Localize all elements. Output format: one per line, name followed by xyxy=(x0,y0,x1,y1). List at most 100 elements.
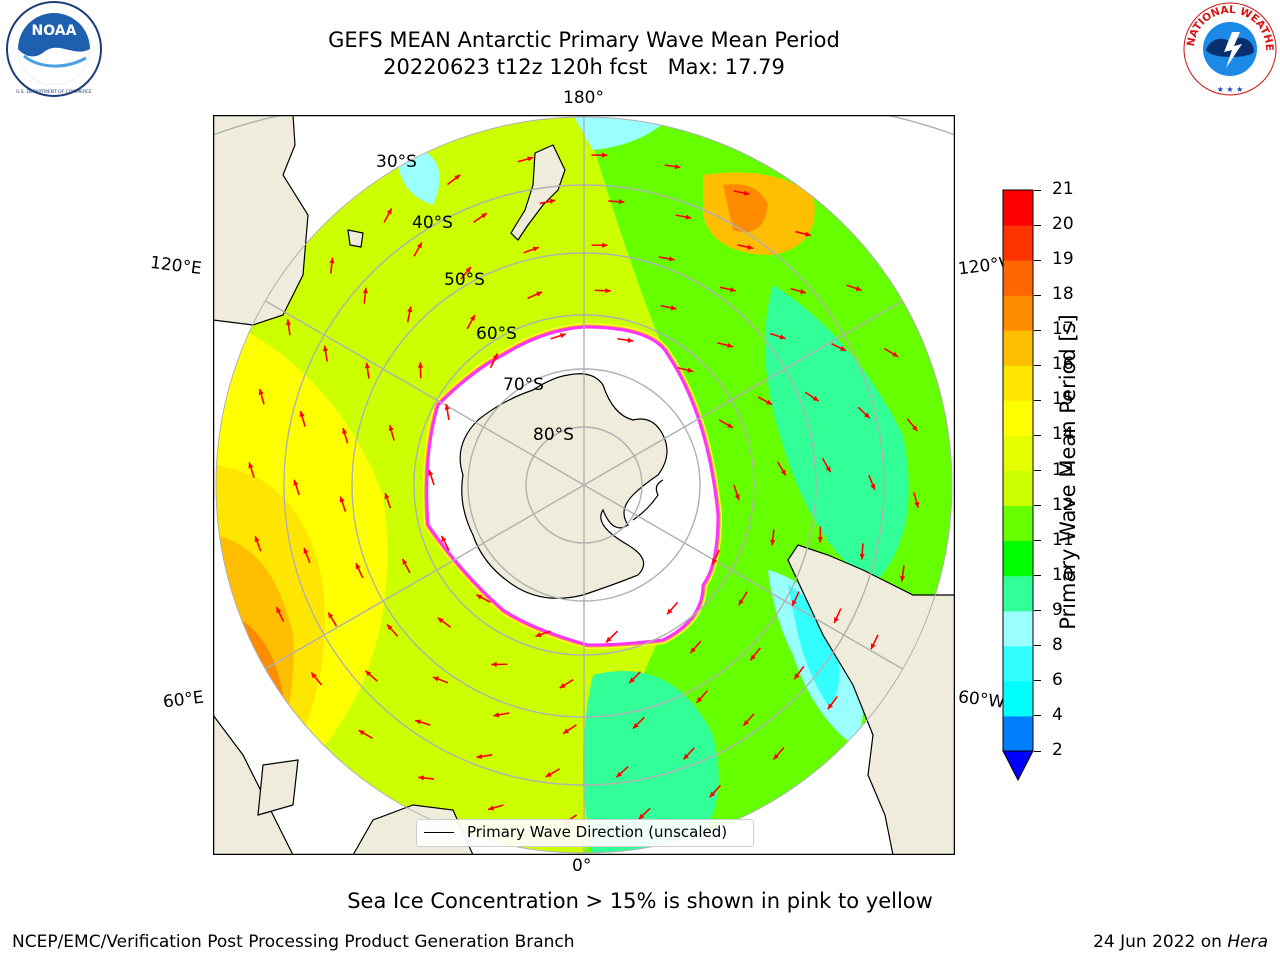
wave-arrow-head xyxy=(476,753,483,760)
wave-arrow-head xyxy=(386,208,392,215)
wave-arrow-head xyxy=(667,608,673,615)
wave-arrow-head xyxy=(696,697,703,703)
map-legend: Primary Wave Direction (unscaled) xyxy=(416,819,754,847)
wave-arrow-head xyxy=(627,337,634,343)
wave-arrow-head xyxy=(465,266,472,273)
wave-arrow-head xyxy=(559,333,566,339)
colorbar-segment xyxy=(1003,225,1033,261)
colorbar-segment xyxy=(1003,330,1033,366)
wave-arrow-head xyxy=(800,288,807,294)
wave-arrow-head xyxy=(605,288,611,294)
wave-arrow-head xyxy=(780,469,786,476)
wave-arrow-head xyxy=(805,231,812,237)
wave-arrow-head xyxy=(899,575,906,582)
map-frame xyxy=(213,115,955,855)
wave-arrow-head xyxy=(454,174,461,181)
wave-arrow-head xyxy=(285,319,292,326)
colorbar-segment xyxy=(1003,400,1033,436)
colorbar-segment xyxy=(1003,470,1033,507)
wave-arrow-head xyxy=(616,771,623,778)
wave-arrow-head xyxy=(792,600,797,607)
wave-arrow-head xyxy=(407,306,413,313)
wave-arrow-head xyxy=(416,242,422,249)
longitude-label-60e: 60°E xyxy=(161,687,205,713)
wave-arrow-head xyxy=(384,493,390,499)
wave-arrow-head xyxy=(812,395,819,402)
wave-arrow-head xyxy=(527,156,534,162)
colorbar-tick-label: 11 xyxy=(1052,529,1074,550)
longitude-label-60w: 60°W xyxy=(956,687,1006,713)
colorbar-segment xyxy=(1003,190,1033,226)
footer-date-text: 24 Jun 2022 on xyxy=(1093,932,1228,952)
colorbar-segment xyxy=(1003,575,1033,612)
colorbar-segment xyxy=(1003,260,1033,296)
wave-arrow-head xyxy=(770,539,776,546)
colorbar-tick-mark xyxy=(1034,645,1041,647)
wave-arrow-head xyxy=(825,466,831,473)
land-new-zealand xyxy=(510,144,566,241)
wave-arrow-head xyxy=(817,537,823,543)
colorbar xyxy=(1002,189,1034,782)
wave-arrow-head xyxy=(670,305,677,311)
period-field-6s-drake xyxy=(788,585,840,705)
colorbar-tick-mark xyxy=(1034,575,1041,577)
map-title: GEFS MEAN Antarctic Primary Wave Mean Pe… xyxy=(328,28,840,52)
wave-arrow-head xyxy=(747,244,754,250)
wave-arrow-head xyxy=(709,791,716,798)
wave-arrow-head xyxy=(632,722,639,729)
wave-arrow-head xyxy=(911,425,918,432)
period-field-17s-top xyxy=(723,184,768,233)
wave-arrow-head xyxy=(322,345,329,352)
wave-arrow-head xyxy=(492,353,498,360)
colorbar-tick-label: 8 xyxy=(1052,634,1063,655)
footer-credit: NCEP/EMC/Verification Post Processing Pr… xyxy=(12,932,575,952)
colorbar-tick-mark xyxy=(1034,680,1041,682)
wave-arrow-head xyxy=(364,362,370,369)
wave-arrow-head xyxy=(328,612,334,619)
wave-arrow-head xyxy=(358,730,365,736)
wave-arrow-head xyxy=(532,246,539,252)
colorbar-tick-label: 15 xyxy=(1052,389,1074,410)
land-africa xyxy=(213,714,294,855)
wave-arrow-head xyxy=(729,287,736,293)
wave-arrow-head xyxy=(779,334,786,340)
land-madagascar xyxy=(257,759,299,816)
colorbar-tick-label: 19 xyxy=(1052,249,1074,270)
wave-arrow-head xyxy=(727,422,734,428)
legend-line-swatch xyxy=(424,832,454,833)
colorbar-tick-mark xyxy=(1034,329,1041,331)
polar-map xyxy=(213,115,955,855)
wave-arrow-head xyxy=(827,703,834,710)
noaa-logo-text: NOAA xyxy=(32,23,77,39)
wave-arrow-head xyxy=(687,367,694,373)
wave-arrow-head xyxy=(428,469,434,476)
wave-arrow-head xyxy=(605,636,612,643)
map-subtitle: 20220623 t12z 120h fcst Max: 17.79 xyxy=(383,55,785,79)
wave-arrow-head xyxy=(339,496,345,503)
wave-arrow-head xyxy=(638,813,645,820)
colorbar-tick-label: 9 xyxy=(1052,599,1063,620)
wave-arrow-head xyxy=(773,753,779,760)
wave-arrow-head xyxy=(855,286,862,291)
wave-arrow-head xyxy=(491,661,497,668)
colorbar-tick-label: 20 xyxy=(1052,214,1074,235)
noaa-logo: NOAA U.S. DEPARTMENT OF COMMERCE xyxy=(6,1,102,97)
colorbar-tick-label: 17 xyxy=(1052,319,1074,340)
colorbar-tick-mark xyxy=(1034,540,1041,542)
colorbar-tick-mark xyxy=(1034,259,1041,261)
colorbar-tick-mark xyxy=(1034,364,1041,366)
latitude-label-70s: 70°S xyxy=(503,375,544,395)
wave-arrow-head xyxy=(535,632,542,638)
colorbar-tick-label: 21 xyxy=(1052,179,1074,199)
latitude-label-80s: 80°S xyxy=(533,425,574,445)
sea-ice-note: Sea Ice Concentration > 15% is shown in … xyxy=(347,889,933,913)
wave-arrow-head xyxy=(444,404,450,410)
wave-arrow-head xyxy=(493,712,500,718)
colorbar-tick-mark xyxy=(1034,434,1041,436)
colorbar-tick-mark xyxy=(1034,224,1041,226)
wave-arrow-head xyxy=(470,314,475,321)
colorbar-tick-mark xyxy=(1034,470,1041,471)
nws-logo: NATIONAL WEATHER SERVICE ★ ★ ★ xyxy=(1180,0,1277,96)
colorbar-tick-label: 12 xyxy=(1052,494,1074,515)
colorbar-tick-mark xyxy=(1034,715,1041,717)
